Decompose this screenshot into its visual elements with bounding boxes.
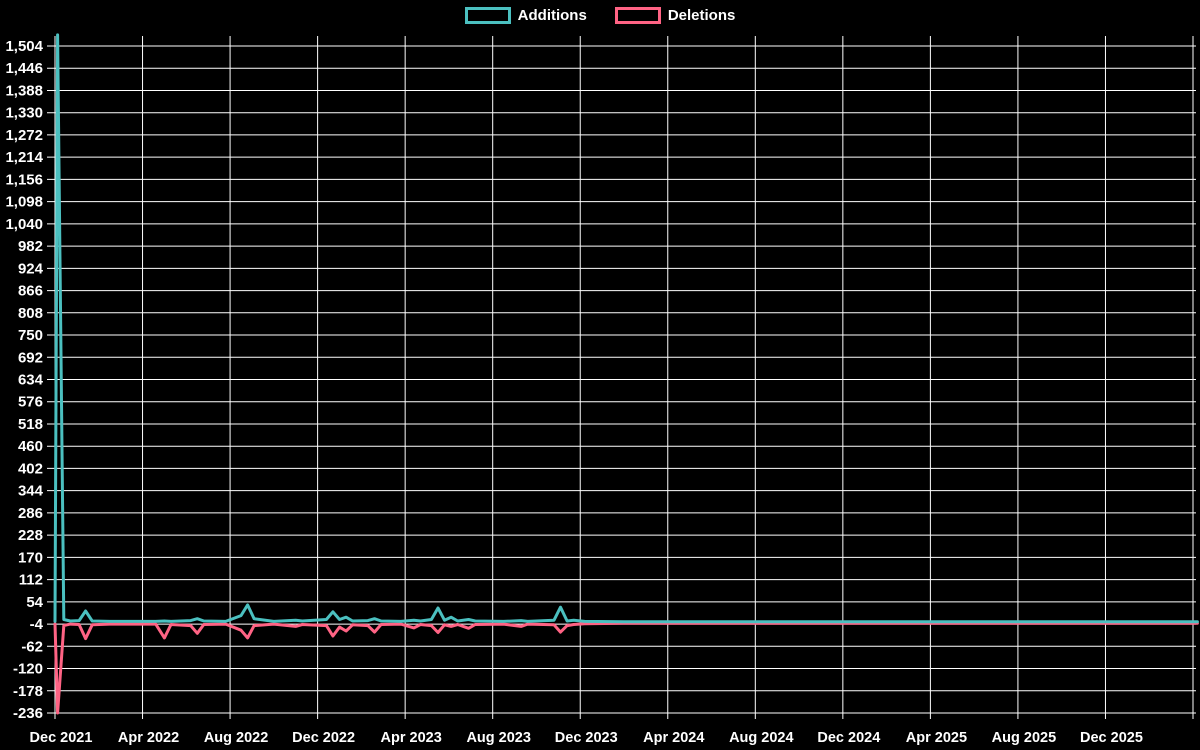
y-tick-label: 112 bbox=[19, 572, 43, 589]
x-tick-label: Dec 2021 bbox=[30, 730, 93, 746]
y-tick-label: 982 bbox=[18, 238, 43, 255]
y-tick-label: 402 bbox=[18, 460, 43, 477]
x-tick-label: Aug 2024 bbox=[729, 730, 793, 746]
x-tick-label: Dec 2023 bbox=[555, 730, 618, 746]
deletions-swatch-icon bbox=[614, 7, 661, 24]
x-tick-label: Aug 2025 bbox=[992, 730, 1056, 746]
y-tick-label: 286 bbox=[18, 505, 43, 522]
y-tick-label: 518 bbox=[18, 416, 43, 433]
y-tick-label: 692 bbox=[18, 349, 43, 366]
x-tick-label: Apr 2022 bbox=[118, 730, 179, 746]
y-tick-label: 1,040 bbox=[5, 216, 43, 233]
chart-legend: Additions Deletions bbox=[0, 6, 1200, 25]
y-tick-label: -120 bbox=[13, 661, 43, 678]
x-tick-label: Apr 2023 bbox=[381, 730, 442, 746]
y-tick-label: 228 bbox=[18, 527, 43, 544]
y-tick-label: 576 bbox=[18, 394, 43, 411]
legend-item-additions[interactable]: Additions bbox=[464, 6, 587, 25]
y-tick-label: -4 bbox=[30, 616, 44, 633]
y-tick-label: 808 bbox=[18, 305, 43, 322]
y-tick-label: 866 bbox=[18, 283, 43, 300]
y-tick-label: 460 bbox=[18, 438, 43, 455]
y-tick-label: 1,098 bbox=[5, 194, 43, 211]
y-tick-label: 344 bbox=[18, 483, 44, 500]
legend-item-deletions[interactable]: Deletions bbox=[614, 6, 736, 25]
x-tick-label: Apr 2024 bbox=[643, 730, 704, 746]
additions-line bbox=[53, 33, 1199, 624]
y-tick-label: 170 bbox=[18, 549, 43, 566]
x-tick-label: Dec 2024 bbox=[817, 730, 880, 746]
x-tick-label: Dec 2025 bbox=[1080, 730, 1143, 746]
y-tick-label: 1,446 bbox=[5, 60, 43, 77]
y-tick-label: 54 bbox=[26, 594, 43, 611]
y-tick-label: 924 bbox=[18, 260, 44, 277]
x-tick-label: Aug 2022 bbox=[204, 730, 268, 746]
y-tick-label: 1,272 bbox=[5, 127, 43, 144]
x-tick-label: Aug 2023 bbox=[466, 730, 530, 746]
y-tick-label: 1,330 bbox=[5, 105, 43, 122]
y-tick-label: 634 bbox=[18, 372, 44, 389]
y-tick-label: 1,504 bbox=[5, 38, 43, 55]
x-tick-label: Apr 2025 bbox=[906, 730, 967, 746]
additions-swatch-icon bbox=[464, 7, 511, 24]
x-tick-label: Dec 2022 bbox=[292, 730, 355, 746]
legend-label-deletions: Deletions bbox=[667, 7, 736, 24]
y-tick-label: -62 bbox=[21, 638, 43, 655]
y-tick-label: 1,214 bbox=[5, 149, 43, 166]
y-tick-label: -178 bbox=[13, 683, 43, 700]
deletions-line bbox=[53, 621, 1199, 715]
legend-label-additions: Additions bbox=[517, 7, 587, 24]
y-tick-label: -236 bbox=[13, 705, 43, 722]
y-tick-label: 750 bbox=[18, 327, 43, 344]
y-tick-label: 1,156 bbox=[5, 171, 43, 188]
y-tick-label: 1,388 bbox=[5, 82, 43, 99]
